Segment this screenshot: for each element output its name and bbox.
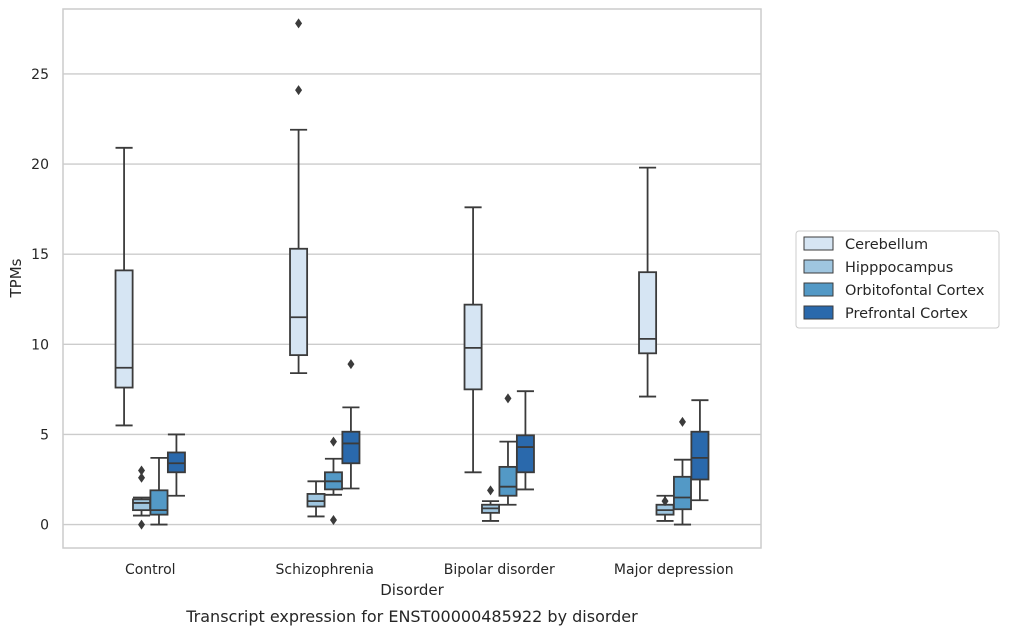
legend-label: Prefrontal Cortex: [845, 306, 968, 322]
iqr-box: [690, 430, 710, 481]
x-tick-label: Schizophrenia: [276, 562, 374, 578]
box-cerebellum: [463, 206, 483, 474]
box-cerebellum: [289, 18, 309, 375]
legend-swatch: [803, 305, 834, 320]
y-tick-label: 5: [40, 427, 49, 443]
outlier-point: [678, 416, 686, 427]
outlier-point: [487, 485, 495, 496]
y-tick-labels: 0 5 10 15 20 25: [31, 67, 49, 534]
y-tick-label: 25: [31, 67, 49, 83]
x-tick-label: Control: [125, 562, 176, 578]
outlier-point: [138, 465, 146, 476]
iqr-box: [114, 269, 134, 389]
legend-swatch: [803, 236, 834, 251]
iqr-box: [166, 451, 186, 474]
iqr-box: [463, 303, 483, 391]
y-tick-label: 0: [40, 518, 49, 534]
y-axis-label: TPMs: [7, 258, 25, 298]
x-tick-labels: Control Schizophrenia Bipolar disorder Majo…: [125, 562, 734, 578]
iqr-box: [149, 489, 169, 516]
outlier-point: [295, 85, 303, 96]
box-hipppocampus: [481, 485, 500, 522]
legend-frame: [795, 230, 1000, 329]
y-tick-label: 20: [31, 157, 49, 173]
box-cerebellum: [114, 146, 134, 427]
box-hipppocampus: [306, 480, 326, 518]
x-tick-label: Major depression: [614, 562, 734, 578]
chart-caption: Transcript expression for ENST0000048592…: [185, 607, 638, 626]
box-orbitofontal-cortex: [324, 436, 343, 526]
iqr-box: [341, 430, 361, 465]
legend-label: Cerebellum: [845, 237, 928, 253]
outlier-point: [138, 519, 146, 530]
outlier-point: [295, 18, 303, 29]
outlier-point: [504, 393, 512, 404]
x-tick-label: Bipolar disorder: [444, 562, 555, 578]
box-orbitofontal-cortex: [673, 416, 692, 526]
legend-swatch: [803, 259, 834, 274]
legend-label: Hipppocampus: [845, 260, 953, 276]
outlier-point: [329, 436, 337, 447]
outlier-point: [347, 359, 355, 370]
box-prefrontal-cortex: [515, 390, 535, 491]
legend-swatch: [803, 282, 834, 297]
box-cerebellum: [638, 166, 658, 398]
box-orbitofontal-cortex: [149, 456, 169, 526]
iqr-box: [498, 465, 518, 497]
box-groups: [114, 18, 710, 530]
iqr-box: [289, 247, 309, 357]
outlier-point: [329, 515, 337, 526]
box-prefrontal-cortex: [690, 399, 710, 502]
iqr-box: [638, 271, 658, 355]
legend-label: Orbitofontal Cortex: [845, 283, 985, 299]
box-prefrontal-cortex: [341, 359, 361, 490]
outlier-point: [661, 496, 669, 507]
iqr-box: [673, 475, 692, 511]
y-tick-label: 15: [31, 247, 49, 263]
x-axis-label: Disorder: [380, 581, 444, 599]
iqr-box: [515, 434, 535, 474]
box-prefrontal-cortex: [166, 433, 186, 497]
iqr-box: [132, 498, 151, 512]
legend: Cerebellum Hipppocampus Orbitofontal Corte…: [795, 230, 1000, 329]
y-tick-label: 10: [31, 337, 49, 353]
iqr-box: [306, 493, 326, 508]
outlier-point: [138, 472, 146, 483]
box-orbitofontal-cortex: [498, 393, 518, 506]
